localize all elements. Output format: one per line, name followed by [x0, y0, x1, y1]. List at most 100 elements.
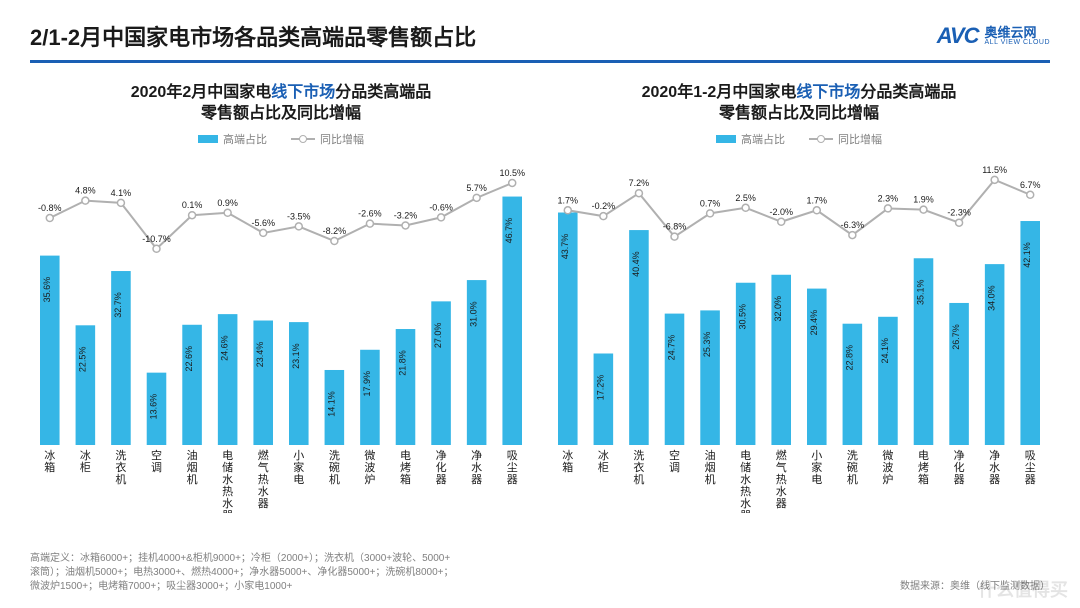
category-label: 吸尘器	[1025, 450, 1036, 486]
line-value-label: -5.6%	[251, 218, 275, 228]
bar	[253, 320, 273, 444]
bar-value-label: 29.4%	[809, 309, 819, 335]
legend-bar-label: 高端占比	[741, 131, 785, 147]
line-value-label: -2.3%	[947, 207, 971, 217]
watermark-br: 什么值得买	[978, 576, 1068, 602]
line-value-label: 0.7%	[700, 198, 721, 208]
category-label: 电烤箱	[918, 449, 929, 486]
line-marker	[366, 220, 373, 227]
category-label: 净化器	[954, 448, 965, 486]
bar-value-label: 24.6%	[220, 335, 230, 361]
bar-value-label: 40.4%	[631, 251, 641, 277]
line-value-label: -0.6%	[429, 202, 453, 212]
chart-right-title: 2020年1-2月中国家电线下市场分品类高端品 零售额占比及同比增幅	[548, 83, 1050, 125]
chart-left-title: 2020年2月中国家电线下市场分品类高端品 零售额占比及同比增幅	[30, 83, 532, 125]
footnotes: 高端定义：冰箱6000+；挂机4000+&柜机9000+；冷柜（2000+）；洗…	[30, 552, 1050, 594]
line-marker	[117, 199, 124, 206]
line-value-label: 10.5%	[499, 168, 525, 178]
legend-bar-label: 高端占比	[223, 131, 267, 147]
category-label: 冰箱	[562, 449, 573, 474]
bar-value-label: 24.1%	[880, 338, 890, 364]
bar-value-label: 22.8%	[844, 345, 854, 371]
line-marker	[564, 206, 571, 213]
bar-value-label: 35.6%	[42, 276, 52, 302]
line-marker	[509, 179, 516, 186]
bar-value-label: 23.4%	[255, 341, 265, 367]
line-marker	[635, 189, 642, 196]
category-label: 小家电	[293, 449, 304, 486]
bar-value-label: 22.6%	[184, 346, 194, 372]
bar-value-label: 32.7%	[113, 292, 123, 318]
line-value-label: -0.8%	[38, 203, 62, 213]
logo-cn: 奥维云网	[985, 26, 1050, 39]
line-marker	[884, 205, 891, 212]
category-label: 电储水热水器	[222, 449, 233, 513]
line-marker	[46, 214, 53, 221]
category-label: 油烟机	[705, 448, 716, 486]
bar-value-label: 34.0%	[987, 285, 997, 311]
category-label: 净水器	[989, 448, 1000, 486]
line-marker	[153, 245, 160, 252]
bar-value-label: 26.7%	[951, 324, 961, 350]
logo-mark: AVC	[937, 23, 979, 49]
category-label: 小家电	[811, 449, 822, 486]
category-label: 电烤箱	[400, 449, 411, 486]
bar	[843, 323, 863, 444]
chart-right: 2020年1-2月中国家电线下市场分品类高端品 零售额占比及同比增幅 高端占比 …	[548, 83, 1050, 513]
line-value-label: -6.3%	[841, 220, 865, 230]
footnote-left: 高端定义：冰箱6000+；挂机4000+&柜机9000+；冷柜（2000+）；洗…	[30, 552, 454, 594]
category-label: 净水器	[471, 448, 482, 486]
line-marker	[991, 176, 998, 183]
category-label: 冰箱	[44, 449, 55, 474]
chart-right-legend: 高端占比 同比增幅	[548, 131, 1050, 147]
logo: AVC 奥维云网 ALL VIEW CLOUD	[937, 23, 1050, 49]
line-marker	[331, 237, 338, 244]
bar-value-label: 43.7%	[560, 233, 570, 259]
legend-line-label: 同比增幅	[320, 131, 364, 147]
line-marker	[260, 229, 267, 236]
legend-line-label: 同比增幅	[838, 131, 882, 147]
bar-value-label: 42.1%	[1022, 242, 1032, 268]
bar	[76, 325, 96, 445]
category-label: 洗衣机	[115, 449, 126, 486]
line-marker	[1027, 191, 1034, 198]
charts-row: 2020年2月中国家电线下市场分品类高端品 零售额占比及同比增幅 高端占比 同比…	[30, 83, 1050, 513]
logo-en: ALL VIEW CLOUD	[985, 39, 1050, 46]
bar-value-label: 21.8%	[398, 350, 408, 376]
line-value-label: 0.1%	[182, 200, 203, 210]
category-label: 空调	[669, 448, 680, 474]
category-label: 冰柜	[598, 449, 609, 474]
line-value-label: -8.2%	[323, 226, 347, 236]
bar	[396, 329, 416, 445]
line-marker	[438, 214, 445, 221]
bar-value-label: 14.1%	[326, 391, 336, 417]
line-marker	[778, 218, 785, 225]
bar-swatch	[198, 135, 218, 143]
bar	[878, 316, 898, 444]
category-label: 洗碗机	[329, 449, 340, 486]
bar-value-label: 23.1%	[291, 343, 301, 369]
line-marker	[707, 209, 714, 216]
bar-value-label: 25.3%	[702, 331, 712, 357]
category-label: 冰柜	[80, 449, 91, 474]
line-value-label: 1.7%	[558, 195, 579, 205]
plot-right: 43.7%17.2%40.4%24.7%25.3%30.5%32.0%29.4%…	[548, 151, 1050, 513]
line-value-label: -10.7%	[142, 233, 171, 243]
category-label: 空调	[151, 448, 162, 474]
bar-value-label: 13.6%	[149, 393, 159, 419]
line-marker	[224, 209, 231, 216]
line-value-label: 4.1%	[111, 187, 132, 197]
bar	[218, 314, 238, 445]
line-marker	[189, 211, 196, 218]
line-marker	[849, 231, 856, 238]
category-label: 净化器	[436, 448, 447, 486]
bar	[182, 324, 202, 444]
chart-left-legend: 高端占比 同比增幅	[30, 131, 532, 147]
bar-value-label: 24.7%	[667, 334, 677, 360]
bar-value-label: 22.5%	[77, 346, 87, 372]
category-label: 燃气热水器	[776, 448, 787, 510]
category-label: 洗衣机	[633, 449, 644, 486]
line-value-label: 2.3%	[878, 193, 899, 203]
bar	[700, 310, 720, 445]
header: 2/1-2月中国家电市场各品类高端品零售额占比 AVC 奥维云网 ALL VIE…	[30, 20, 1050, 63]
